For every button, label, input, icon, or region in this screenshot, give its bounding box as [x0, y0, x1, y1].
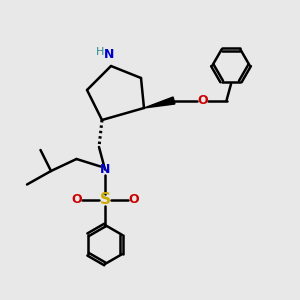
Text: O: O	[71, 193, 82, 206]
Text: N: N	[100, 163, 110, 176]
Text: O: O	[197, 94, 208, 107]
Polygon shape	[144, 97, 175, 108]
Text: O: O	[128, 193, 139, 206]
Text: S: S	[100, 192, 110, 207]
Text: N: N	[103, 49, 114, 62]
Text: H: H	[96, 47, 105, 57]
